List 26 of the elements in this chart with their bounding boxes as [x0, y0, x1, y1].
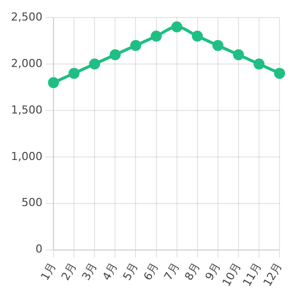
x-tick-label: 1月 — [38, 260, 59, 283]
y-tick-label: 1,500 — [10, 103, 42, 116]
x-tick-label: 5月 — [120, 260, 141, 283]
point — [212, 40, 224, 51]
point — [68, 68, 80, 79]
point — [232, 49, 244, 60]
x-tick-label: 8月 — [182, 260, 202, 283]
y-tick-label: 1,000 — [10, 150, 42, 163]
y-tick-label: 2,500 — [10, 10, 42, 24]
point — [150, 30, 162, 42]
point — [48, 77, 59, 88]
point — [171, 21, 182, 32]
x-tick-label: 6月 — [141, 260, 162, 283]
point — [274, 68, 286, 79]
y-tick-label: 2,000 — [10, 56, 42, 70]
point — [110, 49, 121, 60]
y-tick-label: 0 — [35, 242, 42, 256]
y-tick-label: 500 — [21, 196, 42, 210]
x-tick-label: 4月 — [100, 260, 120, 283]
point — [254, 58, 265, 70]
x-tick-label: 7月 — [162, 260, 182, 283]
x-tick-label: 2月 — [58, 260, 80, 283]
point — [192, 30, 203, 42]
point — [130, 40, 142, 51]
x-tick-label: 3月 — [79, 260, 100, 283]
point — [89, 58, 100, 70]
